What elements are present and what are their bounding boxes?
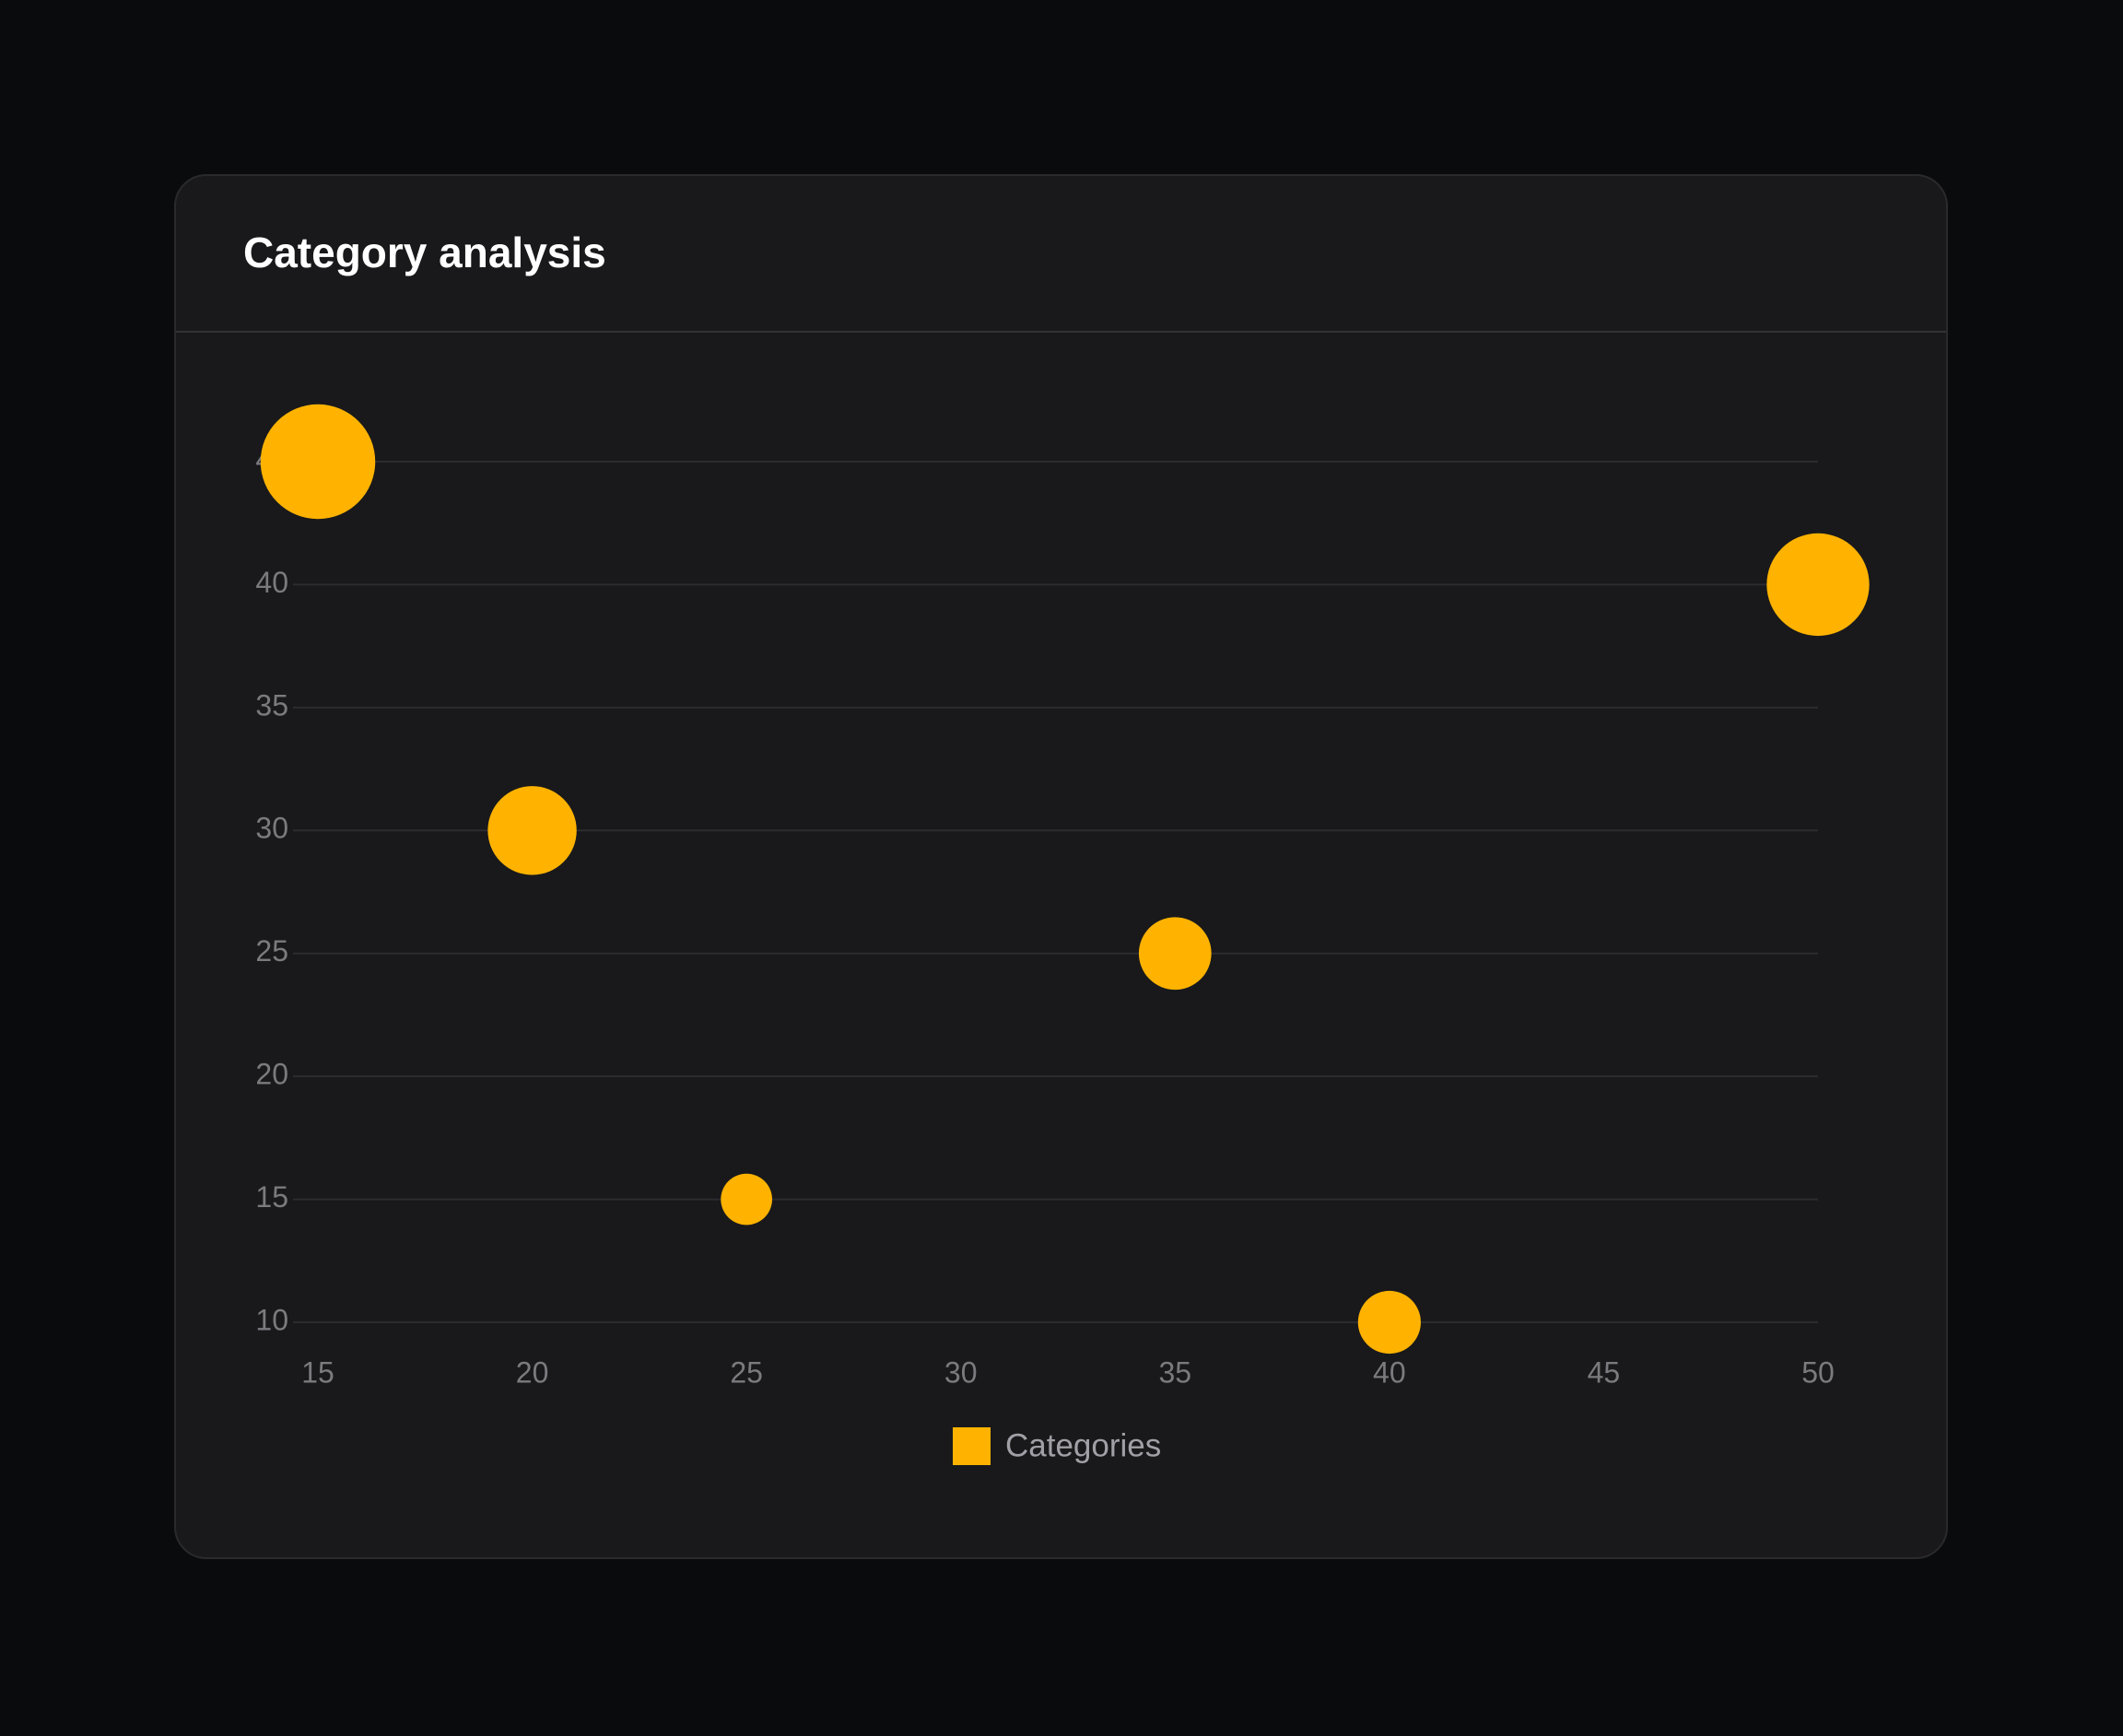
y-tick-label: 30 [255, 812, 288, 845]
y-tick-label: 25 [255, 934, 288, 968]
y-tick-label: 15 [255, 1180, 288, 1214]
x-tick-label: 35 [1158, 1355, 1191, 1389]
bubble [1766, 533, 1870, 637]
legend-label: Categories [1005, 1427, 1161, 1463]
x-tick-label: 20 [516, 1355, 549, 1389]
y-tick-label: 40 [255, 566, 288, 599]
x-tick-label: 50 [1801, 1355, 1835, 1389]
chart-title: Category analysis [243, 229, 606, 276]
legend-swatch [953, 1427, 991, 1465]
bubble [1357, 1290, 1421, 1355]
x-tick-label: 25 [730, 1355, 763, 1389]
x-tick-label: 30 [944, 1355, 978, 1389]
bubble [721, 1173, 772, 1226]
y-tick-label: 10 [255, 1303, 288, 1336]
x-tick-label: 40 [1373, 1355, 1406, 1389]
y-tick-label: 20 [255, 1058, 288, 1091]
bubble [260, 404, 376, 520]
bubble [1138, 917, 1212, 991]
x-tick-label: 15 [301, 1355, 334, 1389]
bubble [487, 786, 577, 875]
card [174, 174, 1948, 1559]
plot: 10152025303540451520253035404550Categori… [255, 404, 1870, 1465]
y-tick-label: 35 [255, 688, 288, 721]
x-tick-label: 45 [1588, 1355, 1621, 1389]
